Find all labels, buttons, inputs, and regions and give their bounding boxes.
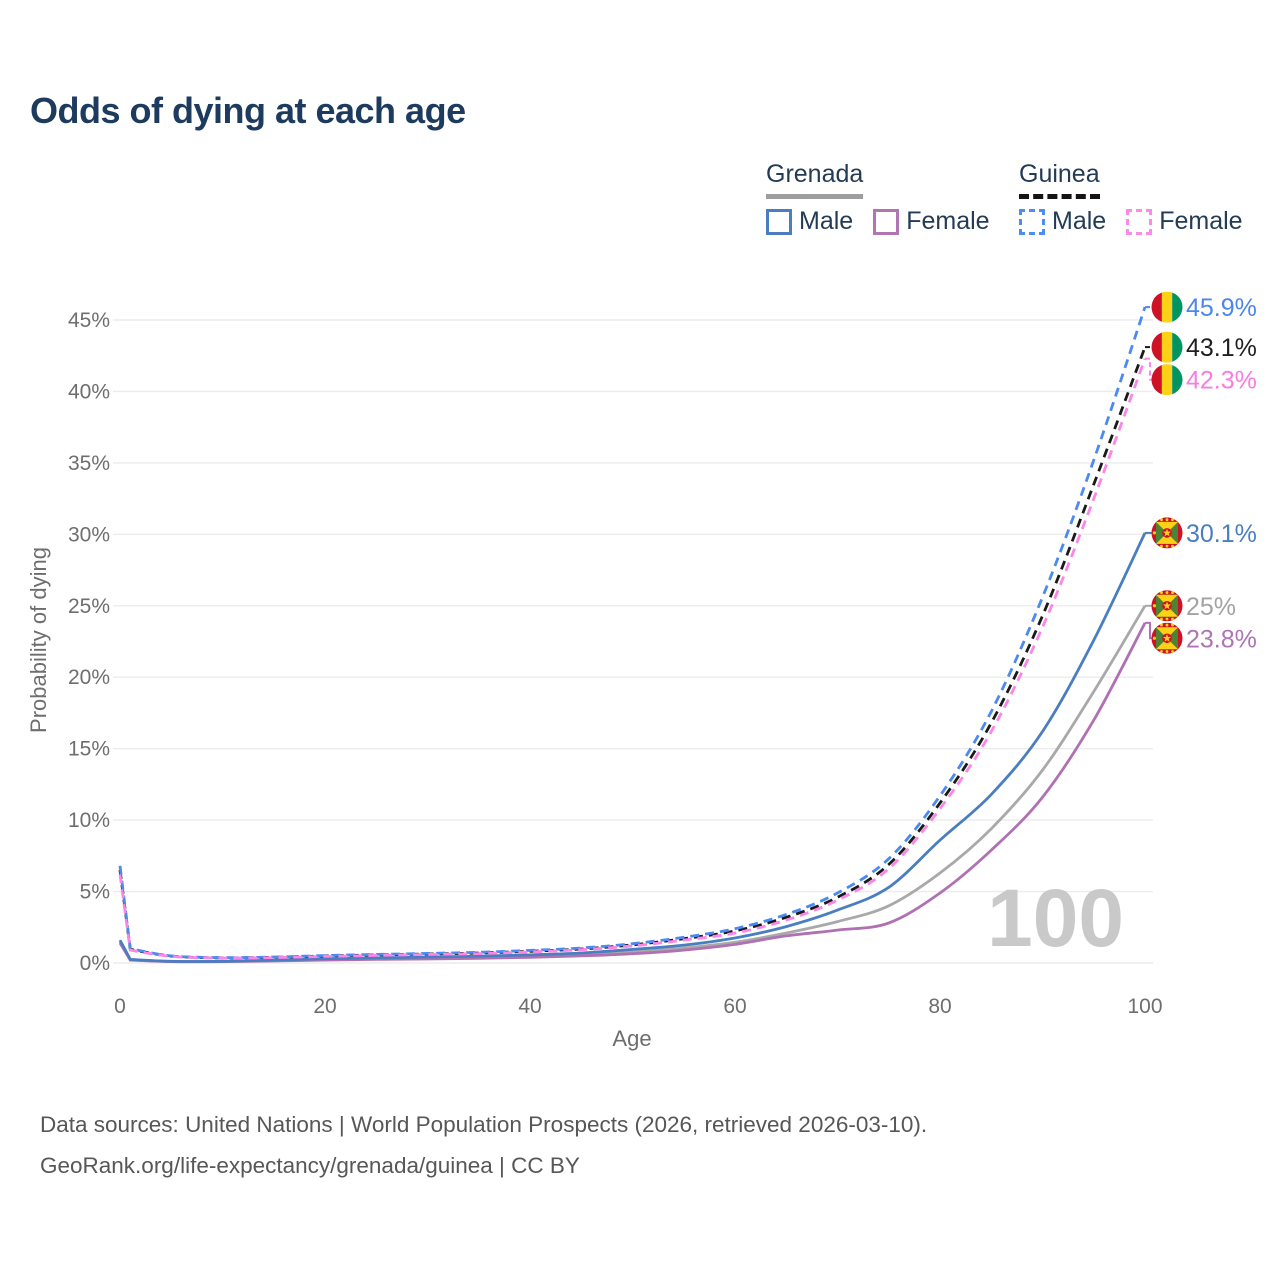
grenada-flag-icon <box>1151 590 1183 622</box>
end-value-label-grenada-total: 25% <box>1186 593 1236 621</box>
grenada-flag-icon <box>1151 517 1183 549</box>
legend-header-grenada: Grenada <box>766 160 864 199</box>
x-tick-label: 80 <box>928 995 951 1018</box>
x-tick-label: 60 <box>723 995 746 1018</box>
series-line-guinea-male <box>118 306 1147 960</box>
grenada-flag-icon <box>1151 622 1183 654</box>
gridlines <box>113 319 1153 964</box>
series-line-guinea-female <box>118 358 1147 960</box>
x-tick-label: 100 <box>1127 995 1162 1018</box>
end-labels: 45.9% 43.1% 42.3% 30.1% 25% 23.8% <box>1145 291 1257 654</box>
y-tick-label: 35% <box>68 452 110 475</box>
end-value-label-guinea-total: 43.1% <box>1186 334 1257 362</box>
hover-age-watermark: 100 <box>987 873 1124 964</box>
y-tick-label: 0% <box>80 952 110 975</box>
end-value-label-grenada-female: 23.8% <box>1186 625 1257 653</box>
label-connector <box>1145 357 1153 381</box>
data-sources-line: Data sources: United Nations | World Pop… <box>40 1112 928 1137</box>
hover-age-text: 100 <box>987 873 1124 964</box>
legend-group-guinea: Guinea Male Female <box>1019 160 1243 236</box>
y-tick-label: 5% <box>80 881 110 904</box>
legend-item-grenada-male[interactable]: Male <box>766 207 853 236</box>
end-value-label-guinea-female: 42.3% <box>1186 367 1257 395</box>
series-line-grenada-male <box>118 532 1147 963</box>
end-value-label-grenada-male: 30.1% <box>1186 520 1257 548</box>
plot-area[interactable] <box>115 300 1153 963</box>
attribution-line: GeoRank.org/life-expectancy/grenada/guin… <box>40 1153 580 1178</box>
footer: Data sources: United Nations | World Pop… <box>40 1104 927 1186</box>
legend-label: Female <box>906 207 990 235</box>
x-tick-label: 20 <box>313 995 336 1018</box>
series-layer <box>118 306 1147 964</box>
guinea-flag-icon <box>1151 364 1183 396</box>
legend-item-grenada-female[interactable]: Female <box>873 207 990 236</box>
y-tick-label: 20% <box>68 666 110 689</box>
legend-item-guinea-female[interactable]: Female <box>1126 207 1243 236</box>
legend-header-guinea: Guinea <box>1019 160 1100 199</box>
axes: 0% 5% 10% 15% 20% 25% 30% 35% 40% 45% 0 20 40 60 80 100… <box>26 309 1163 1051</box>
x-axis-title: Age <box>612 1026 651 1051</box>
y-tick-label: 25% <box>68 595 110 618</box>
guinea-flag-icon <box>1151 331 1183 363</box>
chart-title: Odds of dying at each age <box>30 90 466 131</box>
x-tick-label: 0 <box>114 995 126 1018</box>
y-tick-label: 10% <box>68 809 110 832</box>
legend-label: Male <box>799 207 854 235</box>
legend-label: Male <box>1052 207 1107 235</box>
legend-item-guinea-male[interactable]: Male <box>1019 207 1106 236</box>
grenada-male-swatch-icon <box>766 208 792 235</box>
guinea-flag-icon <box>1151 291 1183 323</box>
y-tick-label: 45% <box>68 309 110 332</box>
y-tick-label: 15% <box>68 738 110 761</box>
end-value-label-guinea-male: 45.9% <box>1186 294 1257 322</box>
y-tick-label: 30% <box>68 523 110 546</box>
y-axis-title: Probability of dying <box>26 547 51 733</box>
legend-label: Female <box>1159 207 1243 235</box>
x-tick-label: 40 <box>518 995 541 1018</box>
grenada-female-swatch-icon <box>873 208 900 235</box>
guinea-male-swatch-icon <box>1019 208 1045 235</box>
guinea-female-swatch-icon <box>1126 208 1153 235</box>
legend-group-grenada: Grenada Male Female <box>766 160 990 236</box>
label-connector <box>1145 621 1153 640</box>
y-tick-label: 40% <box>68 380 110 403</box>
